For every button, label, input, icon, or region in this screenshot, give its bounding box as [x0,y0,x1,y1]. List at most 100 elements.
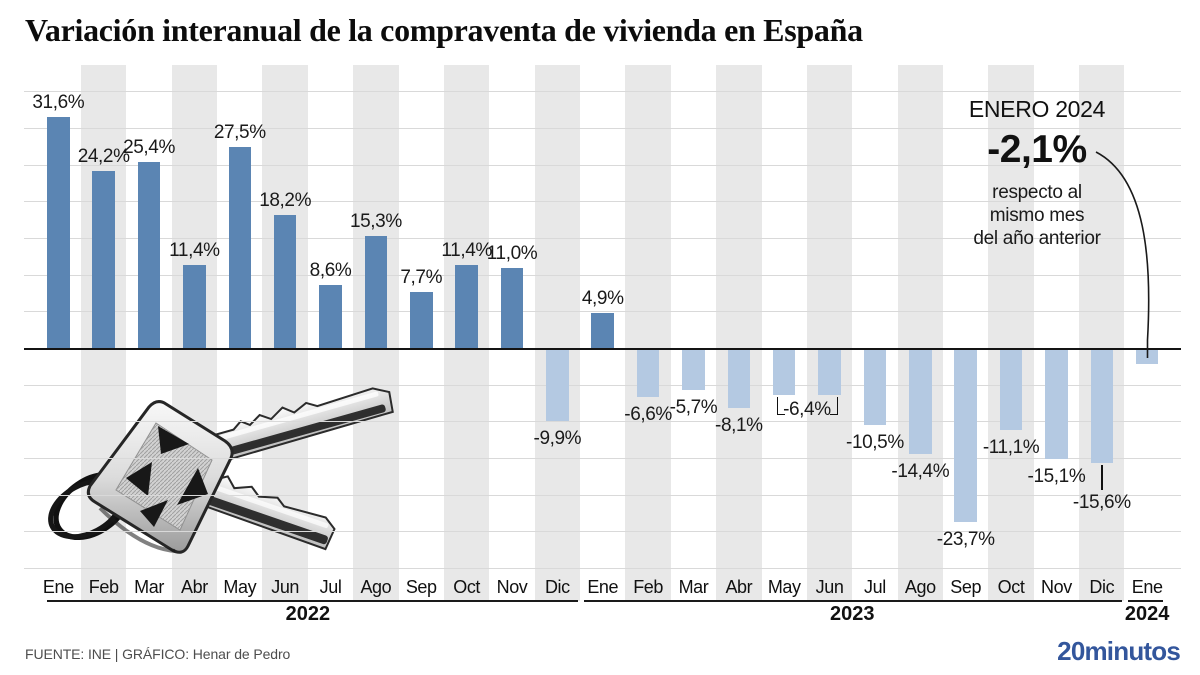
gridline [24,128,1181,130]
value-label: 7,7% [400,267,443,289]
column-stripe [625,65,671,601]
gridline [24,201,1181,203]
bar-abr-2023 [727,348,751,408]
annotation-enero-2024: ENERO 2024 -2,1% respecto al mismo mes d… [916,96,1158,250]
gridline [24,421,1181,423]
key-head-icon [86,400,234,554]
column-stripe [716,65,762,601]
publisher-logo: 20minutos [1057,636,1181,666]
bar-ene-2024 [1135,348,1159,364]
chart-title: Variación interanual de la compraventa d… [25,12,863,48]
year-label: 2022 [285,603,331,625]
month-label: Dic [1089,577,1115,597]
value-label: 18,2% [259,190,312,212]
value-label: 11,4% [169,239,220,261]
column-stripe [534,65,581,601]
month-label: Feb [633,577,664,597]
year-axis-line [47,600,578,602]
month-label: Abr [181,577,208,597]
annotation-value: -2,1% [987,128,1087,171]
value-label: 31,6% [32,91,85,113]
month-label: May [767,577,801,597]
bar-ago-2023 [909,348,932,455]
value-label: -15,1% [1027,466,1086,488]
bar-ene-2023 [591,312,614,349]
month-label: Nov [496,577,528,597]
bar-feb-2022 [92,171,115,349]
gridline [24,384,1181,386]
value-label: -14,4% [891,461,950,483]
bar-dic-2023 [1090,348,1114,463]
month-label: Jun [271,577,300,597]
bar-jul-2023 [863,348,887,426]
bar-may-2023 [772,348,796,396]
annotation-note-line: mismo mes [989,205,1085,226]
annotation-note-line: respecto al [992,182,1082,203]
month-label: Ene [42,577,74,597]
value-label: 4,9% [581,287,624,309]
value-label: -11,1% [982,436,1040,458]
value-label: 24,2% [77,146,130,168]
annotation-note: respecto al mismo mes del año anterior [916,181,1158,250]
zero-axis-line [24,347,1181,350]
shared-bracket-left [777,397,786,416]
value-label: -10,5% [846,432,904,454]
bar-sep-2023 [954,348,977,523]
value-label: 11,4% [441,239,492,261]
column-stripe [897,65,943,601]
bar-mar-2023 [682,348,705,391]
month-label: Jul [319,577,342,597]
bar-oct-2023 [999,348,1023,430]
month-label: Jun [815,577,844,597]
annotation-note-line: del año anterior [973,228,1101,249]
month-label: Mar [678,577,709,597]
bar-ene-2022 [47,116,70,349]
bar-jun-2022 [273,215,297,349]
bar-abr-2022 [183,264,206,349]
value-label: -9,9% [533,428,582,450]
keys-image [48,387,394,554]
bar-sep-2022 [410,292,433,349]
value-label: -5,7% [669,397,718,419]
year-label: 2023 [830,603,875,625]
value-label: 8,6% [309,260,352,282]
bar-ago-2022 [364,236,388,349]
bar-mar-2022 [137,162,161,349]
month-label: Sep [405,577,437,597]
month-label: Ene [587,577,619,597]
year-axis-line [1128,600,1163,602]
month-label: Abr [725,577,753,597]
source-credit: FUENTE: INE | GRÁFICO: Henar de Pedro [25,646,291,662]
month-label: May [223,577,257,597]
gridline [24,567,1181,569]
value-label: 27,5% [213,121,266,143]
bar-may-2022 [228,146,252,349]
year-label: 2024 [1124,603,1170,625]
bar-nov-2022 [500,267,524,349]
bar-jul-2022 [319,285,342,349]
month-label: Sep [950,577,982,597]
value-label: -8,1% [715,414,763,436]
value-label-shared: -6,4% [783,399,831,420]
value-label: -6,6% [624,403,672,425]
column-stripe [988,65,1034,601]
column-stripe [806,65,853,601]
annotation-heading: ENERO 2024 [968,96,1106,122]
bar-oct-2022 [455,264,478,349]
gridline [24,91,1181,93]
month-label: Feb [88,577,119,597]
month-label: Dic [544,577,570,597]
value-label: 11,0% [486,242,538,264]
month-label: Nov [1041,577,1072,597]
gridline [24,494,1181,496]
gridline [24,531,1181,533]
month-label: Mar [134,577,164,597]
gridline [24,274,1181,276]
value-label: -15,6% [1072,491,1131,513]
bar-feb-2023 [636,348,660,397]
bar-jun-2023 [818,348,841,396]
month-label: Ago [360,577,392,597]
value-label: -23,7% [936,529,995,551]
bar-nov-2023 [1045,348,1068,460]
gridline [24,457,1181,459]
